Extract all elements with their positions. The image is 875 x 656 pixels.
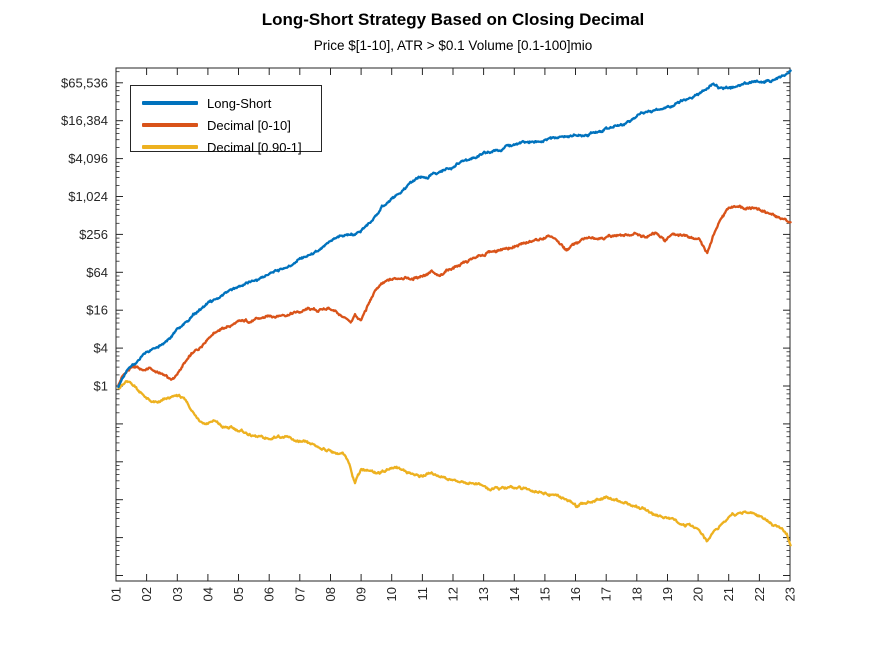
x-tick-label: 09	[354, 587, 369, 601]
series-line-0	[117, 69, 792, 389]
y-tick-label: $1	[94, 379, 108, 394]
x-tick-label: 21	[721, 587, 736, 601]
x-tick-label: 03	[170, 587, 185, 601]
x-tick-label: 18	[629, 587, 644, 601]
x-tick-label: 13	[476, 587, 491, 601]
y-tick-label: $16,384	[61, 113, 108, 128]
x-tick-label: 16	[568, 587, 583, 601]
x-tick-label: 01	[109, 587, 124, 601]
x-tick-label: 02	[139, 587, 154, 601]
y-tick-label: $4	[94, 341, 108, 356]
legend-line-sample	[142, 145, 198, 149]
legend: Long-Short Decimal [0-10] Decimal [0.90-…	[130, 85, 322, 155]
x-tick-label: 10	[384, 587, 399, 601]
y-tick-label: $64	[86, 265, 108, 280]
x-tick-label: 11	[415, 587, 430, 601]
x-tick-label: 17	[599, 587, 614, 601]
series-line-2	[117, 380, 792, 547]
x-tick-label: 04	[200, 587, 215, 601]
x-tick-label: 07	[292, 587, 307, 601]
x-tick-label: 06	[262, 587, 277, 601]
legend-item-long-short: Long-Short	[142, 92, 321, 114]
y-tick-label: $1,024	[68, 189, 108, 204]
y-tick-label: $4,096	[68, 151, 108, 166]
x-tick-label: 22	[752, 587, 767, 601]
legend-line-sample	[142, 101, 198, 105]
x-tick-label: 05	[231, 587, 246, 601]
x-tick-label: 19	[660, 587, 675, 601]
y-tick-label: $65,536	[61, 75, 108, 90]
x-tick-label: 12	[446, 587, 461, 601]
chart-subtitle: Price $[1-10], ATR > $0.1 Volume [0.1-10…	[313, 38, 593, 53]
legend-item-decimal-0-10: Decimal [0-10]	[142, 114, 321, 136]
legend-line-sample	[142, 123, 198, 127]
legend-label: Decimal [0-10]	[207, 117, 291, 133]
chart-title: Long-Short Strategy Based on Closing Dec…	[261, 10, 645, 29]
x-tick-label: 23	[783, 587, 798, 601]
series-line-1	[117, 204, 792, 386]
y-tick-label: $16	[86, 303, 108, 318]
legend-label: Decimal [0.90-1]	[207, 139, 302, 155]
x-tick-label: 15	[537, 587, 552, 601]
legend-label: Long-Short	[207, 95, 272, 111]
x-tick-label: 14	[507, 587, 522, 601]
y-tick-label: $256	[79, 227, 108, 242]
legend-item-decimal-090-1: Decimal [0.90-1]	[142, 136, 321, 158]
x-tick-label: 20	[691, 587, 706, 601]
x-tick-label: 08	[323, 587, 338, 601]
